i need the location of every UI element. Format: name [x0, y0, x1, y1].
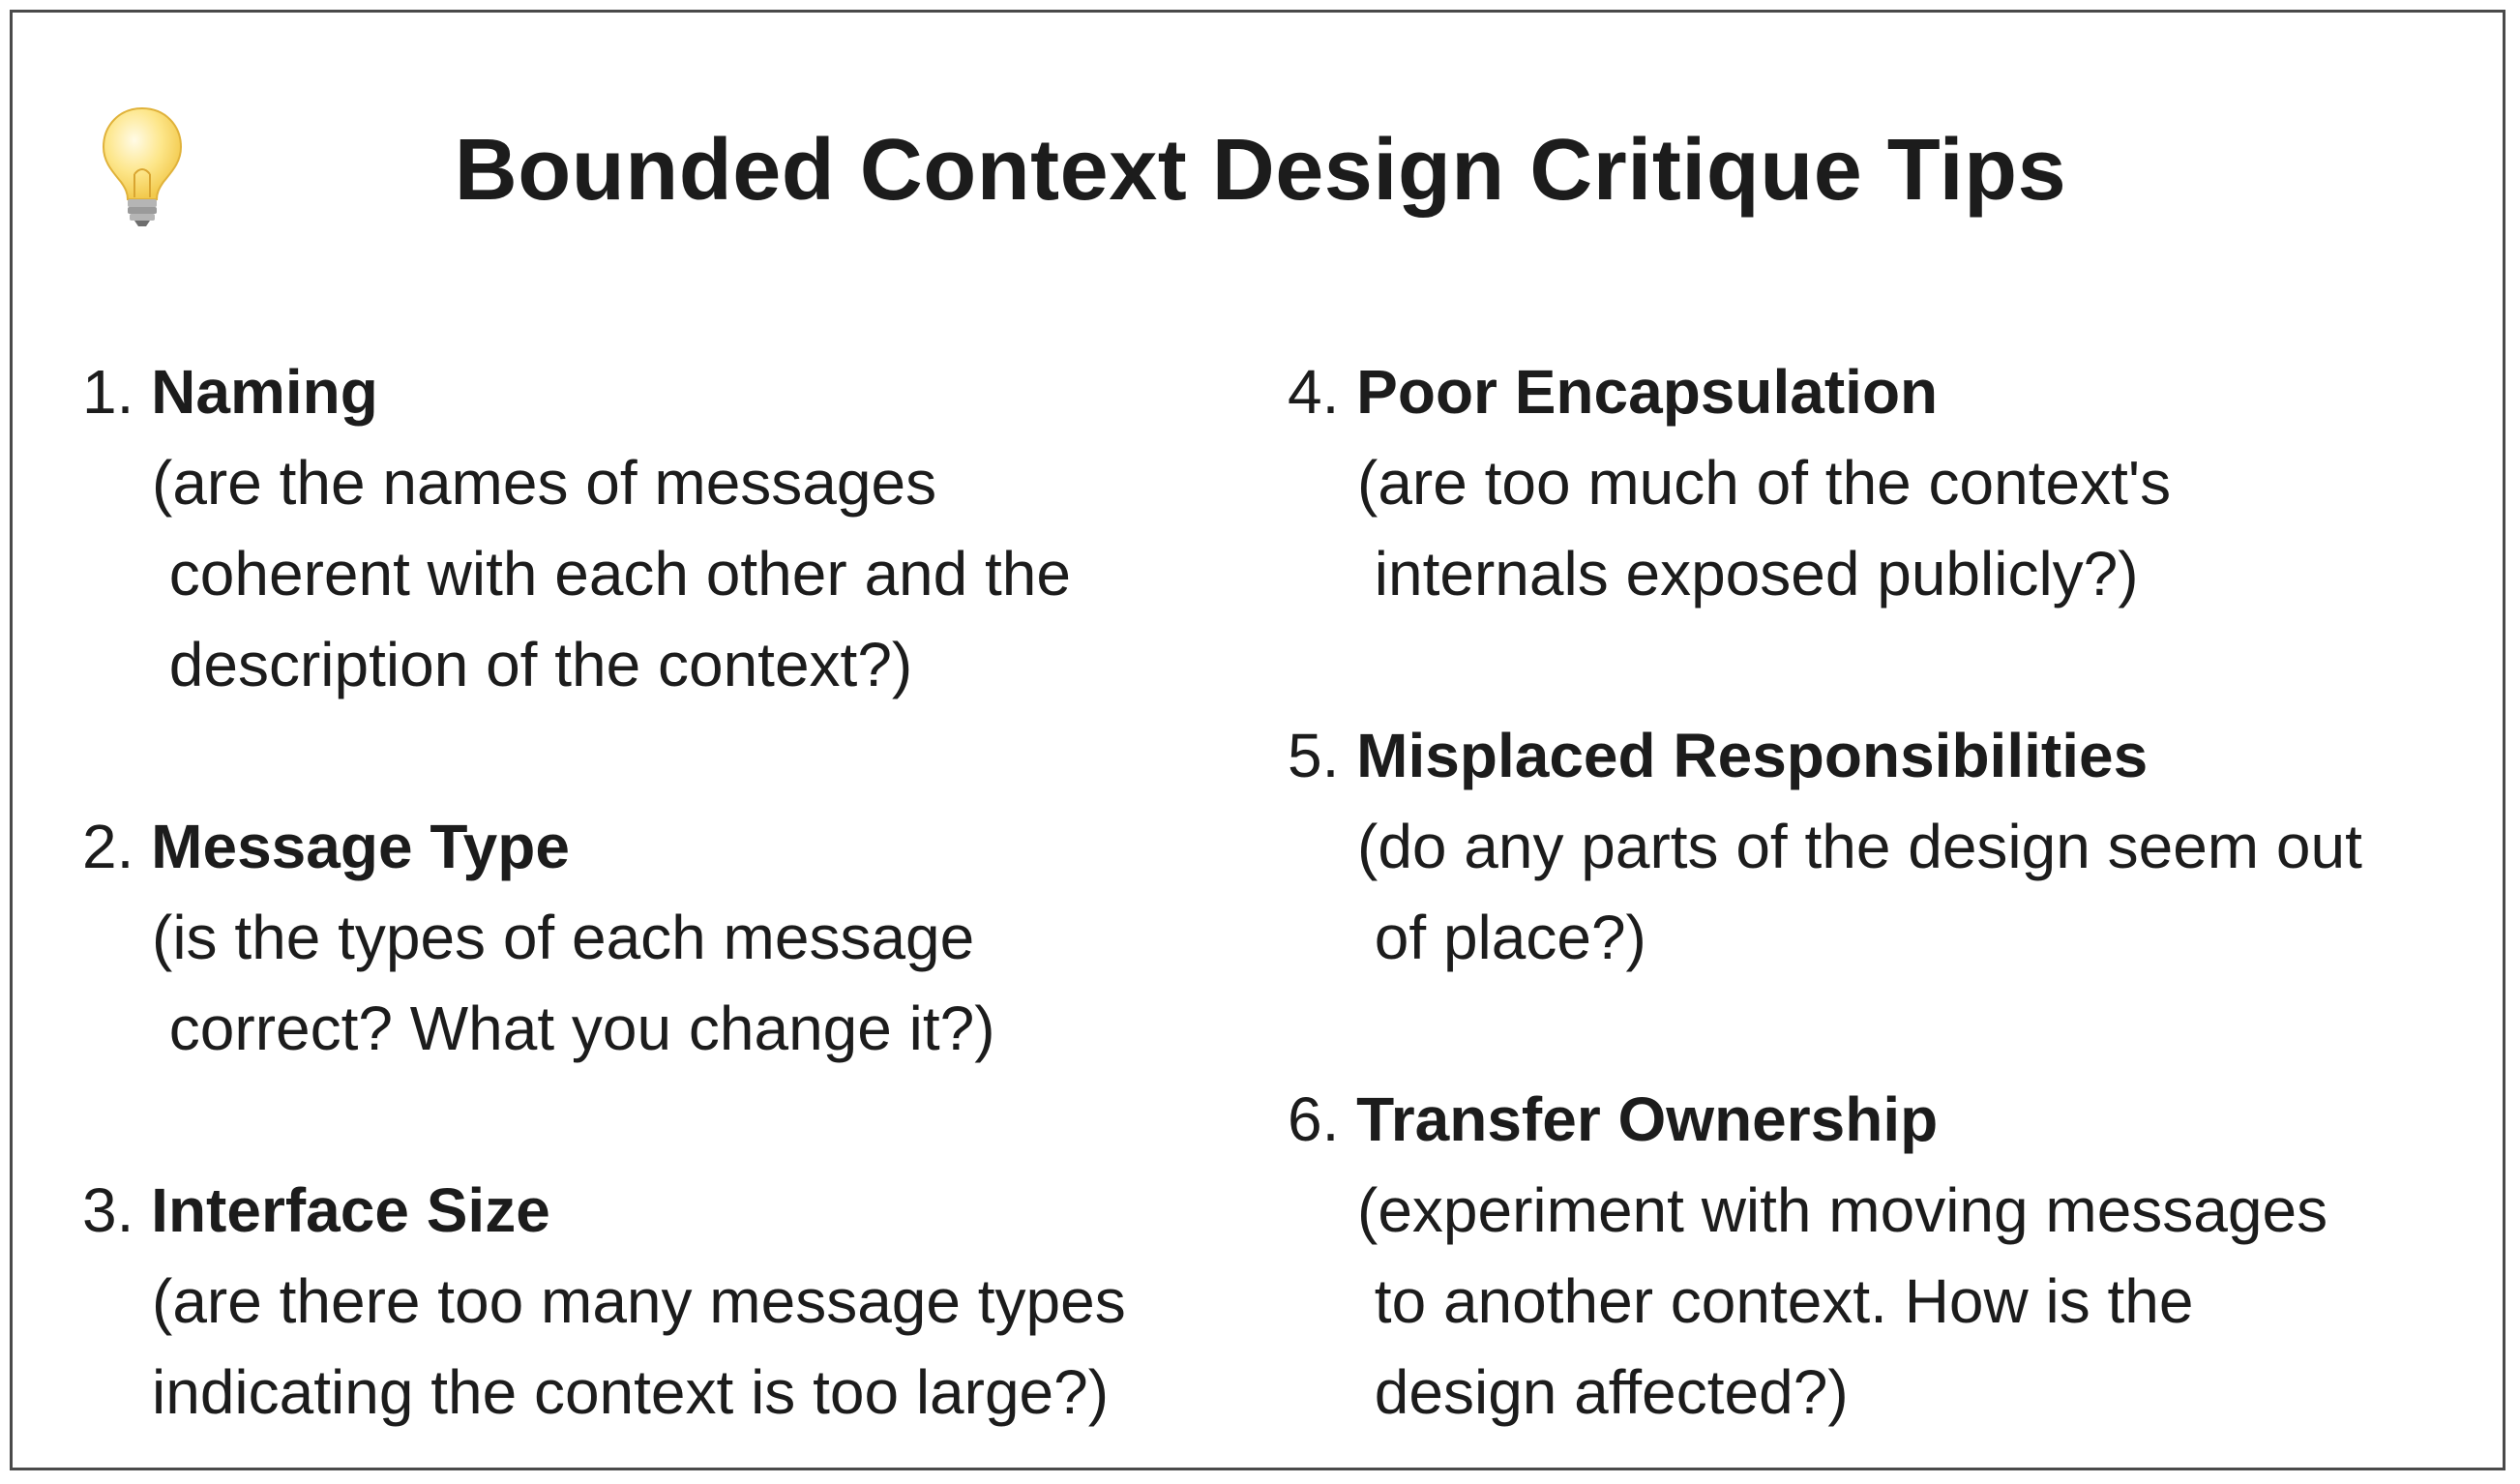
tip-heading: 3. Interface Size [82, 1165, 1224, 1256]
tip-description: (are there too many message types indica… [152, 1266, 1126, 1427]
tip-transfer-ownership: 6. Transfer Ownership (experiment with m… [1288, 1074, 2487, 1438]
tip-number: 4. [1288, 357, 1340, 427]
tip-description: (is the types of each message correct? W… [152, 903, 995, 1063]
tip-message-type: 2. Message Type (is the types of each me… [82, 801, 1224, 1074]
tips-card: Bounded Context Design Critique Tips 1. … [10, 10, 2505, 1470]
tip-name: Message Type [151, 812, 570, 881]
tip-description: (are the names of messages coherent with… [152, 448, 1071, 699]
tips-column-left: 1. Naming (are the names of messages coh… [82, 346, 1224, 1438]
tip-name: Interface Size [151, 1175, 550, 1245]
tip-misplaced-responsibilities: 5. Misplaced Responsibilities (do any pa… [1288, 710, 2487, 983]
tip-number: 2. [82, 812, 134, 881]
tip-poor-encapsulation: 4. Poor Encapsulation (are too much of t… [1288, 346, 2487, 619]
page-title: Bounded Context Design Critique Tips [454, 122, 2067, 219]
tip-heading: 5. Misplaced Responsibilities [1288, 710, 2487, 801]
tip-name: Naming [151, 357, 378, 427]
tip-naming: 1. Naming (are the names of messages coh… [82, 346, 1224, 710]
tip-heading: 1. Naming [82, 346, 1224, 437]
tip-name: Misplaced Responsibilities [1356, 721, 2149, 790]
tip-heading: 2. Message Type [82, 801, 1224, 892]
tip-name: Transfer Ownership [1356, 1084, 1939, 1154]
lightbulb-icon [102, 106, 183, 226]
tip-description: (experiment with moving messages to anot… [1357, 1175, 2328, 1427]
tip-number: 6. [1288, 1084, 1340, 1154]
tip-number: 1. [82, 357, 134, 427]
tip-number: 5. [1288, 721, 1340, 790]
tip-name: Poor Encapsulation [1356, 357, 1939, 427]
tip-description: (do any parts of the design seem out of … [1357, 812, 2362, 972]
tip-description: (are too much of the context's internals… [1357, 448, 2172, 608]
tip-heading: 6. Transfer Ownership [1288, 1074, 2487, 1165]
tip-heading: 4. Poor Encapsulation [1288, 346, 2487, 437]
tip-interface-size: 3. Interface Size (are there too many me… [82, 1165, 1224, 1438]
tips-column-right: 4. Poor Encapsulation (are too much of t… [1288, 346, 2487, 1438]
tip-number: 3. [82, 1175, 134, 1245]
